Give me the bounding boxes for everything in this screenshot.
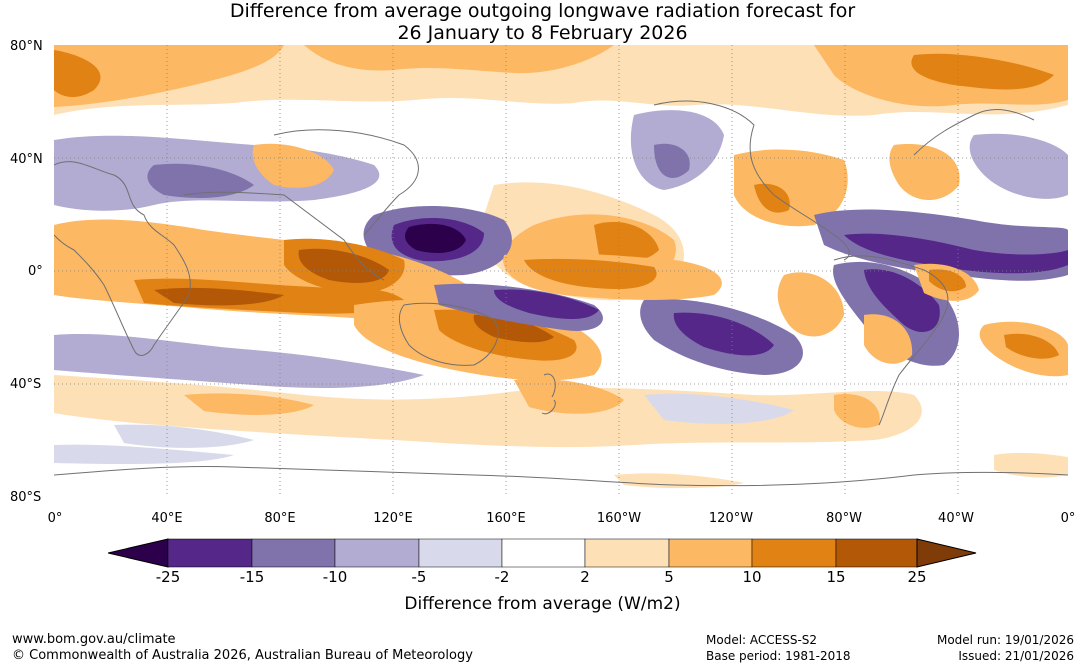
- anomaly-region: [734, 149, 848, 227]
- lon-label-160e: 160°E: [486, 511, 526, 526]
- anomaly-region: [54, 45, 284, 107]
- anomaly-region: [252, 143, 334, 188]
- lat-label-0: 0°: [28, 264, 43, 279]
- lon-label-120w: 120°W: [708, 511, 754, 526]
- footer-issued: Issued: 21/01/2026: [958, 649, 1074, 663]
- lon-label-40e: 40°E: [151, 511, 183, 526]
- coastlines: [54, 100, 1068, 487]
- colorbar-low-arrow: [108, 538, 169, 568]
- chart-title: Difference from average outgoing longwav…: [0, 0, 1085, 44]
- map-canvas: [54, 45, 1068, 497]
- anomaly-region: [154, 287, 284, 306]
- anomaly-region: [147, 163, 254, 198]
- anomaly-region: [754, 183, 790, 213]
- coastline: [54, 161, 191, 356]
- anomaly-region: [673, 312, 774, 356]
- coastline: [54, 466, 1068, 487]
- anomaly-region: [404, 223, 466, 253]
- lon-label-80w: 80°W: [826, 511, 862, 526]
- anomaly-region: [54, 375, 922, 448]
- colorbar-swatch: [334, 538, 420, 568]
- colorbar-tick: -15: [239, 568, 265, 586]
- lat-label-80s: 80°S: [10, 490, 42, 505]
- lon-label-40w: 40°W: [938, 511, 974, 526]
- colorbar-high-arrow: [916, 538, 977, 568]
- lon-label-120e: 120°E: [373, 511, 413, 526]
- coastline: [273, 129, 419, 236]
- anomaly-region: [304, 45, 614, 74]
- anomaly-region: [911, 53, 1054, 90]
- colorbar-tick: 15: [826, 568, 846, 586]
- anomaly-region: [1004, 333, 1059, 359]
- coastline: [398, 302, 499, 366]
- anomaly-region: [969, 133, 1068, 199]
- colorbar-title: Difference from average (W/m2): [404, 594, 681, 614]
- anomaly-region: [54, 333, 424, 388]
- title-line-1: Difference from average outgoing longwav…: [229, 0, 856, 22]
- colorbar-tick: 25: [907, 568, 927, 586]
- anomaly-region: [864, 314, 913, 364]
- colorbar-tick: 5: [664, 568, 674, 586]
- colorbar-swatch: [668, 538, 753, 568]
- colorbar-swatch: [751, 538, 837, 568]
- anomaly-region: [298, 248, 389, 283]
- colorbar-tick: -5: [411, 568, 427, 586]
- anomaly-map: [54, 45, 1068, 497]
- anomaly-region: [494, 289, 599, 319]
- colorbar: [108, 538, 977, 568]
- anomaly-region: [614, 473, 744, 489]
- coastline: [913, 109, 1035, 156]
- anomaly-region: [514, 378, 624, 414]
- colorbar-tick: 2: [580, 568, 590, 586]
- anomaly-region: [54, 45, 1068, 116]
- lat-label-40n: 40°N: [10, 152, 43, 167]
- colorbar-swatch: [418, 538, 503, 568]
- footer-website[interactable]: www.bom.gov.au/climate: [12, 632, 176, 647]
- colorbar-tick: -10: [322, 568, 348, 586]
- anomaly-region: [864, 269, 940, 333]
- anomaly-region: [644, 393, 794, 424]
- colorbar-tick: 10: [742, 568, 762, 586]
- coastline: [183, 191, 385, 281]
- anomaly-region: [654, 143, 690, 178]
- colorbar-tick: -2: [494, 568, 510, 586]
- anomaly-region: [524, 258, 657, 290]
- lon-label-0: 0°: [47, 511, 63, 526]
- anomaly-region: [54, 50, 101, 98]
- colorbar-tick: -25: [155, 568, 181, 586]
- coastline: [541, 373, 556, 415]
- graticule: [54, 45, 1068, 497]
- colorbar-swatch: [251, 538, 336, 568]
- colorbar-swatch: [584, 538, 670, 568]
- anomaly-region: [473, 314, 554, 343]
- anomaly-region: [777, 272, 844, 337]
- anomaly-region: [184, 393, 314, 415]
- anomaly-region: [834, 394, 880, 428]
- anomaly-region: [114, 424, 254, 448]
- lon-label-160w: 160°W: [596, 511, 642, 526]
- colorbar-swatch: [501, 538, 586, 568]
- footer-model-run: Model run: 19/01/2026: [936, 633, 1074, 647]
- footer-copyright: © Commonwealth of Australia 2026, Austra…: [12, 648, 473, 663]
- footer-base-period: Base period: 1981-2018: [706, 649, 851, 663]
- anomaly-region: [594, 221, 659, 262]
- lon-label-80e: 80°E: [264, 511, 296, 526]
- lon-label-0-end: 0°: [1060, 511, 1076, 526]
- title-line-2: 26 January to 8 February 2026: [397, 22, 688, 44]
- anomaly-region: [929, 269, 966, 292]
- anomaly-fields: [54, 45, 1068, 489]
- anomaly-region: [54, 444, 234, 465]
- footer-model: Model: ACCESS-S2: [706, 633, 818, 647]
- coastline: [653, 100, 850, 261]
- anomaly-region: [844, 233, 1068, 274]
- coastline: [833, 255, 949, 426]
- lat-label-80n: 80°N: [10, 39, 43, 54]
- anomaly-region: [994, 452, 1068, 478]
- lat-label-40s: 40°S: [10, 377, 42, 392]
- colorbar-swatch: [167, 538, 253, 568]
- colorbar-swatch: [835, 538, 918, 568]
